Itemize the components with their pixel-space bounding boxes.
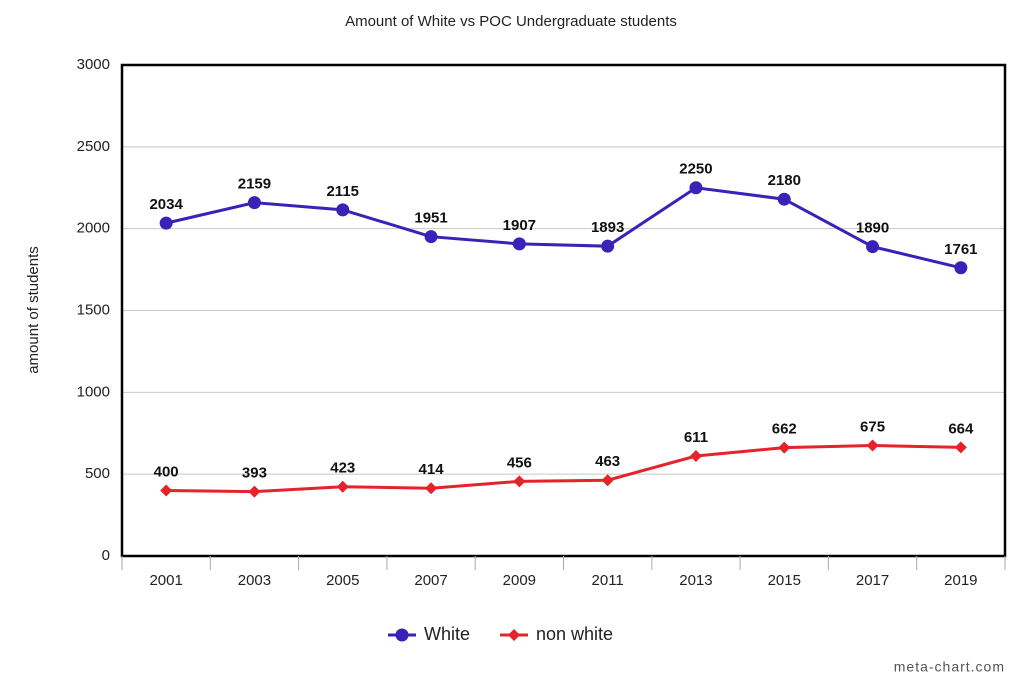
point	[160, 484, 173, 497]
value-label: 1761	[944, 241, 977, 258]
y-tick-label: 3000	[77, 56, 110, 73]
point	[601, 239, 615, 253]
chart-title: Amount of White vs POC Undergraduate stu…	[345, 13, 677, 30]
value-label: 2159	[238, 176, 271, 193]
point	[512, 237, 526, 251]
series-line	[166, 444, 961, 494]
point	[778, 441, 791, 454]
point	[336, 480, 349, 493]
value-label: 393	[242, 465, 267, 482]
legend-marker	[395, 628, 409, 642]
value-label: 2180	[768, 172, 801, 189]
value-label: 463	[595, 453, 620, 470]
value-label: 1907	[503, 217, 536, 234]
value-label: 400	[154, 464, 179, 481]
value-label: 611	[684, 429, 708, 446]
point	[689, 181, 703, 195]
x-tick-label: 2003	[238, 572, 271, 589]
point	[954, 261, 968, 275]
y-tick-label: 0	[102, 547, 110, 564]
point	[248, 485, 261, 498]
value-label: 423	[330, 460, 355, 477]
point	[336, 203, 350, 217]
point	[425, 482, 438, 495]
value-label: 2250	[679, 161, 712, 178]
x-tick-label: 2005	[326, 572, 359, 589]
point	[689, 449, 702, 462]
x-tick-label: 2019	[944, 572, 977, 589]
x-tick-label: 2001	[149, 572, 182, 589]
y-tick-label: 1500	[77, 301, 110, 318]
legend-label: non white	[536, 624, 613, 644]
legend-label: White	[424, 624, 470, 644]
point	[424, 230, 438, 244]
x-tick-label: 2009	[503, 572, 536, 589]
point	[247, 196, 261, 210]
value-label: 2115	[326, 183, 359, 200]
value-label: 675	[860, 418, 885, 435]
y-tick-label: 500	[85, 465, 110, 482]
y-tick-label: 2500	[77, 138, 110, 155]
point	[513, 475, 526, 488]
legend-marker	[508, 629, 521, 641]
x-tick-label: 2017	[856, 572, 889, 589]
value-label: 664	[948, 420, 974, 437]
point	[866, 439, 879, 452]
y-axis-title: amount of students	[25, 246, 42, 374]
point	[954, 441, 967, 454]
x-tick-label: 2007	[414, 572, 447, 589]
point	[866, 240, 880, 254]
point	[777, 192, 791, 206]
y-tick-label: 2000	[77, 220, 110, 237]
series-line	[165, 186, 962, 270]
value-label: 456	[507, 454, 532, 471]
point	[159, 216, 173, 230]
y-tick-label: 1000	[77, 383, 110, 400]
value-label: 1890	[856, 220, 889, 237]
credit: meta-chart.com	[894, 659, 1005, 675]
x-tick-label: 2015	[768, 572, 801, 589]
x-tick-label: 2013	[679, 572, 712, 589]
x-tick-label: 2011	[592, 572, 624, 589]
value-label: 414	[419, 461, 445, 478]
value-label: 1951	[414, 210, 447, 227]
value-label: 662	[772, 421, 797, 438]
value-label: 2034	[149, 196, 183, 213]
point	[601, 474, 614, 487]
value-label: 1893	[591, 219, 624, 236]
